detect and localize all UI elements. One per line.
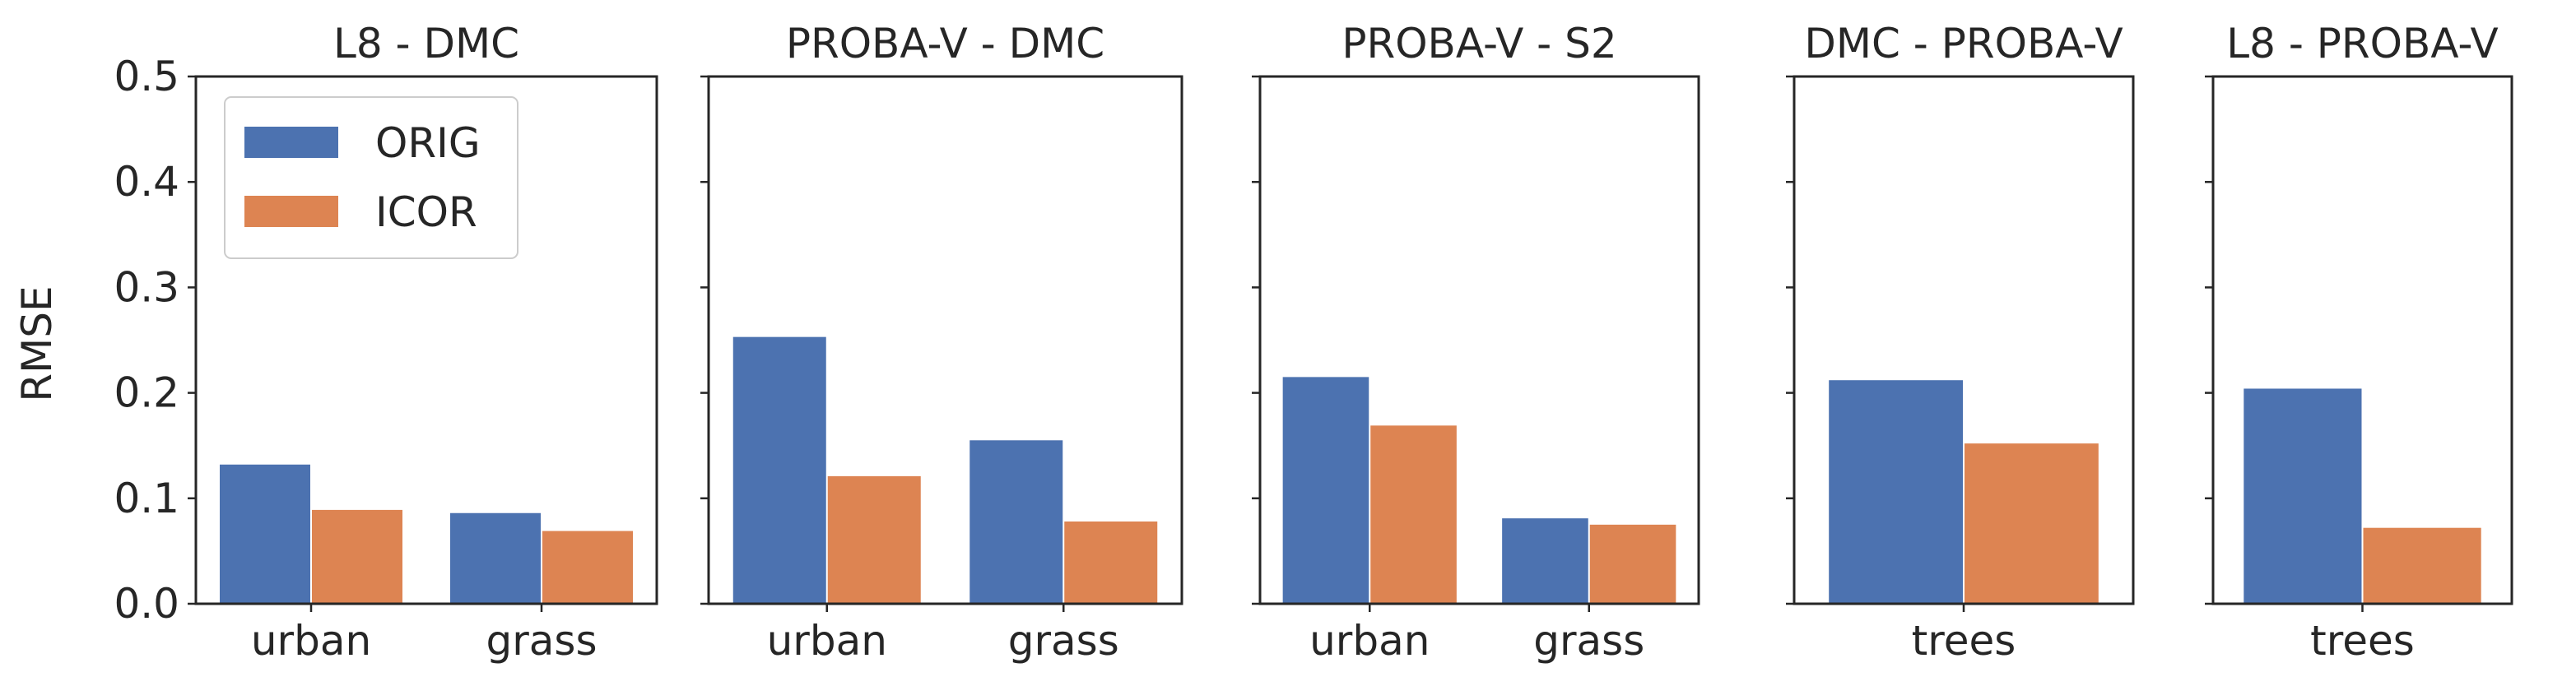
bar-p1-urban-icor bbox=[827, 475, 921, 604]
bar-p1-urban-orig bbox=[732, 336, 826, 604]
y-tick-label-5: 0.5 bbox=[114, 53, 179, 100]
panel-frame-1 bbox=[707, 75, 1183, 605]
x-tick-label-p0-urban: urban bbox=[251, 617, 371, 665]
y-tick-label-3: 0.3 bbox=[114, 263, 179, 311]
bar-p4-trees-orig bbox=[2244, 388, 2362, 604]
bar-p2-urban-icor bbox=[1370, 425, 1457, 604]
bar-p0-grass-orig bbox=[450, 512, 541, 604]
x-tick-label-p3-trees: trees bbox=[1912, 617, 2016, 665]
panel-title-1: PROBA-V - DMC bbox=[786, 20, 1104, 67]
panel-title-0: L8 - DMC bbox=[333, 20, 519, 67]
legend-swatch-orig bbox=[244, 127, 338, 158]
panel-title-2: PROBA-V - S2 bbox=[1341, 20, 1616, 67]
bar-p1-grass-icor bbox=[1064, 522, 1158, 604]
y-tick-label-2: 0.2 bbox=[114, 369, 179, 417]
panel-frame-3 bbox=[1793, 75, 2135, 605]
y-axis-label: RMSE bbox=[13, 285, 61, 401]
y-tick-label-4: 0.4 bbox=[114, 158, 179, 206]
bar-p3-trees-icor bbox=[1965, 443, 2099, 604]
bar-p2-urban-orig bbox=[1282, 377, 1369, 604]
x-tick-label-p0-grass: grass bbox=[486, 617, 597, 665]
panel-frame-2 bbox=[1258, 75, 1700, 605]
legend-swatch-icor bbox=[244, 196, 338, 227]
legend-label-orig: ORIG bbox=[375, 119, 481, 167]
x-tick-label-p4-trees: trees bbox=[2310, 617, 2415, 665]
bar-p4-trees-icor bbox=[2363, 527, 2481, 604]
x-tick-label-p2-urban: urban bbox=[1309, 617, 1430, 665]
bar-p2-grass-icor bbox=[1589, 524, 1676, 604]
y-tick-label-1: 0.1 bbox=[114, 475, 179, 522]
panel-title-4: L8 - PROBA-V bbox=[2226, 20, 2498, 67]
bar-p0-urban-icor bbox=[312, 509, 402, 604]
x-tick-label-p1-grass: grass bbox=[1008, 617, 1119, 665]
legend-label-icor: ICOR bbox=[375, 188, 477, 236]
bar-p2-grass-orig bbox=[1502, 518, 1588, 604]
panel-title-3: DMC - PROBA-V bbox=[1804, 20, 2123, 67]
bar-p0-urban-orig bbox=[220, 464, 310, 604]
y-tick-label-0: 0.0 bbox=[114, 580, 179, 628]
panel-frame-4 bbox=[2211, 75, 2513, 605]
bar-p0-grass-icor bbox=[542, 531, 633, 604]
panel-frame-0 bbox=[194, 75, 658, 605]
x-tick-label-p2-grass: grass bbox=[1533, 617, 1644, 665]
bar-p3-trees-orig bbox=[1829, 380, 1963, 604]
bar-p1-grass-orig bbox=[969, 440, 1063, 604]
x-tick-label-p1-urban: urban bbox=[767, 617, 887, 665]
